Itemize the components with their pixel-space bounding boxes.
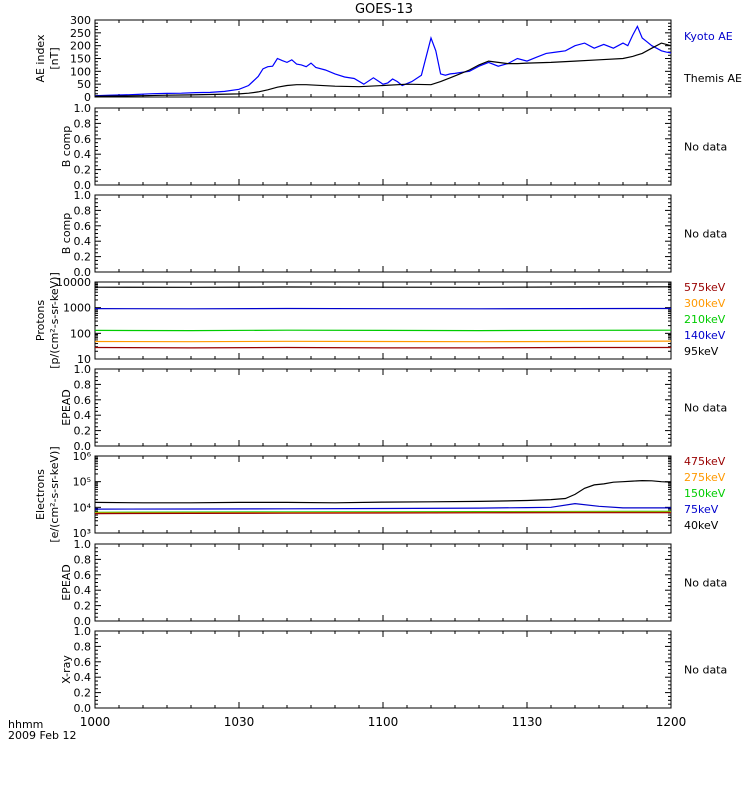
y-tick-label: 0.2: [74, 164, 92, 177]
y-tick-label: 0.0: [74, 266, 92, 279]
y-tick-label: 0.8: [74, 117, 92, 130]
legend-entry-kyoto-ae: Kyoto AE: [684, 30, 733, 43]
y-axis-label: X-ray: [60, 655, 73, 684]
y-tick-label: 100: [70, 65, 91, 78]
legend-entry-275kev: 275keV: [684, 471, 726, 484]
y-tick-label: 0.8: [74, 640, 92, 653]
y-axis-label: [nT]: [48, 47, 61, 69]
x-tick-label: 1000: [80, 715, 111, 729]
y-tick-label: 10⁴: [73, 501, 92, 514]
y-tick-label: 0.4: [74, 235, 92, 248]
y-tick-label: 10000: [56, 276, 91, 289]
legend-entry-75kev: 75keV: [684, 503, 719, 516]
y-tick-label: 0.4: [74, 671, 92, 684]
x-tick-label: 1200: [656, 715, 687, 729]
y-tick-label: 1.0: [74, 625, 92, 638]
y-tick-label: 0.0: [74, 615, 92, 628]
y-tick-label: 1.0: [74, 363, 92, 376]
no-data-note: No data: [684, 228, 727, 241]
y-axis-label: Electrons: [34, 469, 47, 520]
legend-entry-95kev: 95keV: [684, 345, 719, 358]
legend-entry-575kev: 575keV: [684, 281, 726, 294]
y-tick-label: 0.0: [74, 440, 92, 453]
y-axis-label: [e/(cm²-s-sr-keV)]: [48, 446, 61, 542]
y-tick-label: 0.8: [74, 204, 92, 217]
y-tick-label: 10⁵: [73, 476, 91, 489]
series-line-75kev: [94, 502, 671, 510]
x-axis-label-date: 2009 Feb 12: [8, 729, 76, 742]
x-tick-label: 1100: [368, 715, 399, 729]
y-axis-label: B comp: [60, 213, 73, 255]
y-tick-label: 0.8: [74, 378, 92, 391]
x-tick-label: 1130: [512, 715, 543, 729]
y-axis-label: B comp: [60, 126, 73, 168]
legend-entry-150kev: 150keV: [684, 487, 726, 500]
y-tick-label: 0.0: [74, 702, 92, 715]
legend-entry-140kev: 140keV: [684, 329, 726, 342]
series-line-300kev: [94, 340, 672, 343]
y-tick-label: 10: [77, 353, 91, 366]
legend-entry-300kev: 300keV: [684, 297, 726, 310]
y-axis-label: EPEAD: [60, 389, 73, 426]
y-tick-label: 0.4: [74, 584, 92, 597]
y-tick-label: 0: [84, 91, 91, 104]
y-tick-label: 1.0: [74, 102, 92, 115]
y-tick-label: 1.0: [74, 189, 92, 202]
no-data-note: No data: [684, 402, 727, 415]
series-line-themis-ae: [94, 42, 672, 97]
y-tick-label: 200: [70, 40, 91, 53]
legend-entry-themis-ae: Themis AE: [683, 72, 742, 85]
panel-protons: 10 100 1000 10000 Protons [p/(cm²-s-sr-keV)] 5…: [34, 272, 726, 369]
no-data-note: No data: [684, 141, 727, 154]
series-line-475kev: [94, 512, 671, 515]
y-tick-label: 0.8: [74, 553, 92, 566]
series-line-40kev: [94, 479, 672, 504]
y-tick-label: 0.6: [74, 656, 92, 669]
panel-b2: 0.0 0.2 0.4 0.6 0.8 1.0B comp No data: [60, 189, 727, 279]
y-tick-label: 0.6: [74, 133, 92, 146]
y-axis-label: EPEAD: [60, 564, 73, 601]
y-tick-label: 1000: [63, 302, 91, 315]
y-tick-label: 0.4: [74, 409, 92, 422]
y-tick-label: 0.2: [74, 425, 92, 438]
panel-xray: 0.0 0.2 0.4 0.6 0.8 1.0 X-ray No data: [60, 625, 727, 715]
y-tick-label: 10³: [73, 527, 91, 540]
legend-entry-475kev: 475keV: [684, 455, 726, 468]
y-tick-label: 0.6: [74, 220, 92, 233]
y-tick-label: 10⁶: [73, 450, 92, 463]
x-axis-label-hhmm: hhmm: [8, 718, 43, 731]
y-tick-label: 0.6: [74, 394, 92, 407]
y-tick-label: 0.0: [74, 179, 92, 192]
legend-entry-40kev: 40keV: [684, 519, 719, 532]
y-tick-label: 300: [70, 14, 91, 27]
y-axis-label: [p/(cm²-s-sr-keV)]: [48, 272, 61, 369]
x-tick-label: 1030: [224, 715, 255, 729]
series-line-kyoto-ae: [94, 24, 672, 97]
y-tick-label: 0.2: [74, 687, 92, 700]
y-tick-label: 1.0: [74, 538, 92, 551]
panel-b1: 0.0 0.2 0.4 0.6 0.8 1.0B comp No data: [60, 102, 727, 192]
y-tick-label: 250: [70, 27, 91, 40]
y-axis-label: AE index: [34, 34, 47, 83]
panel-electrons: 10³ 10⁴ 10⁵ 10⁶ Electrons [e/(cm²-s-sr-keV)] 4…: [34, 446, 726, 542]
y-tick-label: 0.2: [74, 251, 92, 264]
y-tick-label: 0.6: [74, 569, 92, 582]
y-tick-label: 50: [77, 78, 91, 91]
legend-entry-210kev: 210keV: [684, 313, 726, 326]
no-data-note: No data: [684, 664, 727, 677]
y-axis-label: Protons: [34, 300, 47, 341]
no-data-note: No data: [684, 577, 727, 590]
chart-title: GOES-13: [355, 2, 413, 17]
y-tick-label: 0.2: [74, 600, 92, 613]
series-line-95kev: [94, 286, 672, 288]
y-tick-label: 0.4: [74, 148, 92, 161]
y-tick-label: 150: [70, 53, 91, 66]
y-tick-label: 100: [70, 327, 91, 340]
